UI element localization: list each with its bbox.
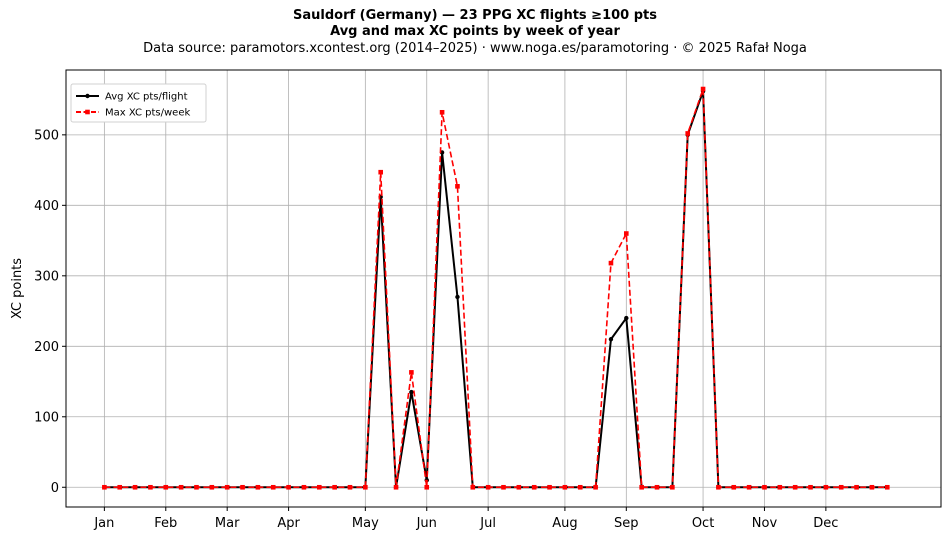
legend-swatch-marker [85, 109, 90, 115]
data-point [593, 484, 598, 490]
x-tick-label: Apr [277, 516, 300, 531]
x-tick-label: Jan [93, 516, 114, 531]
data-point [455, 183, 460, 189]
data-point [163, 484, 169, 490]
title-block: Sauldorf (Germany) — 23 PPG XC flights ≥… [0, 8, 950, 58]
chart-subtitle: Avg and max XC points by week of year [330, 24, 620, 39]
series-max [102, 86, 890, 490]
x-tick-label: Dec [813, 516, 838, 531]
data-point [286, 484, 291, 490]
legend-box [70, 83, 207, 123]
data-point [608, 337, 614, 342]
data-point [639, 484, 644, 490]
data-point [823, 484, 829, 490]
y-tick-label: 0 [51, 481, 59, 496]
data-point [700, 86, 706, 92]
y-tick-label: 500 [34, 128, 59, 143]
data-point [439, 109, 445, 115]
data-point [363, 484, 368, 490]
chart-title: Sauldorf (Germany) — 23 PPG XC flights ≥… [293, 8, 657, 23]
data-point [148, 484, 153, 490]
data-point [117, 484, 123, 490]
y-tick-label: 200 [34, 340, 59, 355]
data-point [531, 484, 537, 490]
data-point [132, 484, 138, 490]
plot-frame [65, 69, 942, 508]
data-point [255, 484, 261, 490]
data-point [854, 484, 859, 490]
data-point [470, 484, 476, 490]
data-point [869, 484, 875, 490]
data-point [378, 169, 383, 175]
x-tick-label: Feb [154, 516, 177, 531]
data-point [409, 389, 414, 395]
data-point [316, 484, 322, 490]
data-point [178, 484, 184, 490]
data-point [240, 484, 245, 490]
data-point [577, 484, 583, 490]
chart-source: Data source: paramotors.xcontest.org (20… [143, 41, 807, 56]
series-avg [102, 88, 890, 490]
data-point [838, 484, 844, 490]
legend-label: Avg XC pts/flight [105, 92, 188, 103]
legend-label: Max XC pts/week [105, 108, 190, 119]
legend: Avg XC pts/flight Max XC pts/week [70, 83, 207, 123]
data-point [501, 484, 506, 490]
data-point [301, 484, 307, 490]
x-tick-label: Aug [552, 516, 577, 531]
data-point [485, 484, 491, 490]
data-point [685, 131, 691, 136]
data-point [424, 484, 430, 490]
series-line [104, 90, 888, 489]
data-point [209, 484, 215, 490]
data-point [808, 484, 813, 490]
x-tick-label: Sep [614, 516, 639, 531]
data-point [624, 315, 629, 321]
data-point [547, 484, 552, 490]
data-point [777, 484, 783, 490]
data-point [716, 484, 721, 490]
data-point [562, 484, 568, 490]
data-point [762, 484, 767, 490]
data-point [102, 484, 107, 490]
y-tick-label: 300 [34, 269, 59, 284]
x-tick-label: Oct [692, 516, 714, 531]
data-point [608, 260, 614, 266]
legend-entry: Avg XC pts/flight [76, 92, 188, 103]
data-point [409, 370, 414, 375]
legend-swatch-marker [85, 93, 90, 99]
data-point [393, 484, 399, 490]
x-tick-label: Jul [479, 516, 496, 531]
data-point [194, 484, 199, 490]
x-tick-label: Nov [752, 516, 778, 531]
x-tick-label: Jun [416, 516, 437, 531]
data-point [270, 484, 276, 490]
y-tick-label: 100 [34, 410, 59, 425]
data-point [624, 231, 629, 236]
data-point [731, 484, 737, 490]
legend-entry: Max XC pts/week [76, 108, 190, 119]
grid-layer [66, 70, 941, 507]
data-point [654, 484, 660, 490]
y-axis-label: XC points [10, 258, 25, 319]
axis-layer: 0 100 200 300 400 500 Jan Feb Mar Apr May Jun Jul Aug… [34, 128, 838, 531]
data-point [347, 484, 353, 490]
data-point [332, 484, 337, 490]
y-tick-label: 400 [34, 199, 59, 214]
x-tick-label: Mar [215, 516, 240, 531]
data-point [516, 484, 522, 490]
series-line [104, 88, 888, 489]
data-point [884, 484, 890, 490]
series-layer [102, 86, 890, 490]
data-point [792, 484, 798, 490]
data-point [670, 484, 675, 490]
data-point [455, 294, 460, 300]
data-point [746, 484, 752, 490]
x-tick-label: May [352, 516, 379, 531]
data-point [224, 484, 230, 490]
